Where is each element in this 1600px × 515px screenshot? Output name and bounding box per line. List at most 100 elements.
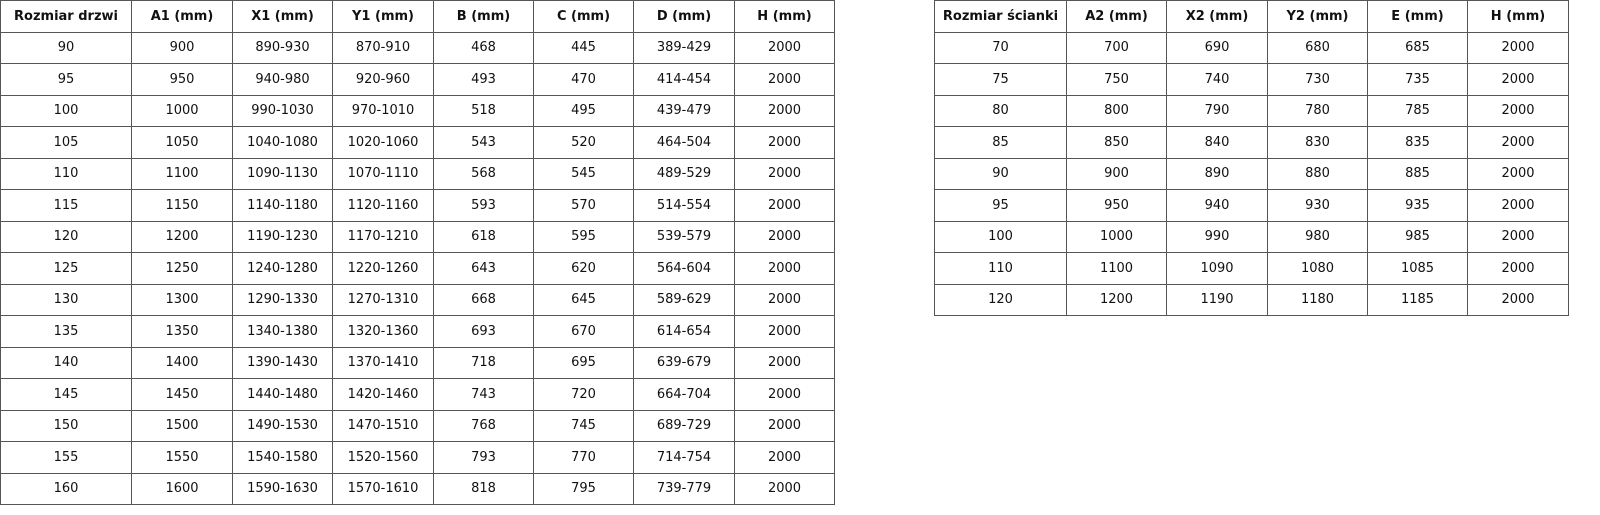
table-cell: 593 — [433, 189, 534, 222]
table-cell: 495 — [533, 94, 634, 127]
table-row: 140 1400 1390-1430 1370-1410 718 695 639-679 20… — [0, 346, 835, 379]
table-cell: 1140-1180 — [232, 189, 333, 222]
table-cell: 568 — [433, 157, 534, 190]
table-cell: 870-910 — [332, 31, 434, 64]
table-cell: 2000 — [734, 315, 835, 348]
header-row: Rozmiar drzwi A1 (mm) X1 (mm) Y1 (mm) B (mm)… — [0, 0, 835, 33]
table-row: 155 1550 1540-1580 1520-1560 793 770 714-754 20… — [0, 441, 835, 474]
table-cell: 2000 — [1467, 220, 1569, 253]
table-cell: 539-579 — [633, 220, 735, 253]
table-cell: 1090 — [1166, 252, 1268, 285]
table-cell: 160 — [0, 472, 132, 505]
table-row: 110 1100 1090-1130 1070-1110 568 545 489-529 20… — [0, 157, 835, 190]
table-cell: 950 — [131, 63, 233, 96]
table-cell: 589-629 — [633, 283, 735, 316]
table-cell: 970-1010 — [332, 94, 434, 127]
table-cell: 990-1030 — [232, 94, 333, 127]
table-cell: 790 — [1166, 94, 1268, 127]
table-cell: 2000 — [734, 63, 835, 96]
table-cell: 2000 — [1467, 94, 1569, 127]
table-cell: 75 — [934, 63, 1067, 96]
table-cell: 445 — [533, 31, 634, 64]
table-row: 105 1050 1040-1080 1020-1060 543 520 464-504 20… — [0, 126, 835, 159]
table-cell: 2000 — [734, 189, 835, 222]
table-cell: 80 — [934, 94, 1067, 127]
table-cell: 850 — [1066, 126, 1167, 159]
table-cell: 1490-1530 — [232, 409, 333, 442]
table-cell: 1400 — [131, 346, 233, 379]
table-cell: 1020-1060 — [332, 126, 434, 159]
table-row: 90 900 890 880 885 2000 — [934, 157, 1569, 190]
table-cell: 1390-1430 — [232, 346, 333, 379]
table-cell: 1370-1410 — [332, 346, 434, 379]
door-sizes-table: Rozmiar drzwi A1 (mm) X1 (mm) Y1 (mm) B (mm)… — [0, 0, 835, 505]
table-cell: 1570-1610 — [332, 472, 434, 505]
table-cell: 90 — [0, 31, 132, 64]
table-cell: 689-729 — [633, 409, 735, 442]
table-row: 120 1200 1190 1180 1185 2000 — [934, 283, 1569, 316]
table-cell: 2000 — [734, 378, 835, 411]
table-cell: 818 — [433, 472, 534, 505]
table-cell: 2000 — [1467, 189, 1569, 222]
table-cell: 135 — [0, 315, 132, 348]
table-cell: 793 — [433, 441, 534, 474]
table-cell: 639-679 — [633, 346, 735, 379]
table-cell: 668 — [433, 283, 534, 316]
table-cell: 1180 — [1267, 283, 1368, 316]
table-cell: 890-930 — [232, 31, 333, 64]
table-row: 130 1300 1290-1330 1270-1310 668 645 589-629 20… — [0, 283, 835, 316]
table-cell: 489-529 — [633, 157, 735, 190]
table-cell: 1190 — [1166, 283, 1268, 316]
table-cell: 468 — [433, 31, 534, 64]
table-cell: 1520-1560 — [332, 441, 434, 474]
table-cell: 1340-1380 — [232, 315, 333, 348]
table-cell: 1040-1080 — [232, 126, 333, 159]
table-cell: 739-779 — [633, 472, 735, 505]
table-cell: 885 — [1367, 157, 1468, 190]
table-cell: 105 — [0, 126, 132, 159]
table-cell: 570 — [533, 189, 634, 222]
table-cell: 990 — [1166, 220, 1268, 253]
table-cell: 1170-1210 — [332, 220, 434, 253]
table-cell: 2000 — [734, 157, 835, 190]
table-cell: 1590-1630 — [232, 472, 333, 505]
table-cell: 800 — [1066, 94, 1167, 127]
table-cell: 2000 — [734, 283, 835, 316]
table-cell: 718 — [433, 346, 534, 379]
table-cell: 518 — [433, 94, 534, 127]
table-cell: 514-554 — [633, 189, 735, 222]
table-cell: 840 — [1166, 126, 1268, 159]
table-cell: 685 — [1367, 31, 1468, 64]
table-row: 80 800 790 780 785 2000 — [934, 94, 1569, 127]
table-cell: 1090-1130 — [232, 157, 333, 190]
table-cell: 120 — [0, 220, 132, 253]
table-row: 90 900 890-930 870-910 468 445 389-429 2000 — [0, 31, 835, 64]
table-row: 160 1600 1590-1630 1570-1610 818 795 739-779 20… — [0, 472, 835, 505]
table-row: 95 950 940-980 920-960 493 470 414-454 2000 — [0, 63, 835, 96]
table-cell: 389-429 — [633, 31, 735, 64]
column-header: X2 (mm) — [1166, 0, 1268, 33]
table-cell: 664-704 — [633, 378, 735, 411]
table-cell: 2000 — [734, 346, 835, 379]
table-cell: 900 — [131, 31, 233, 64]
table-cell: 690 — [1166, 31, 1268, 64]
table-cell: 1100 — [1066, 252, 1167, 285]
table-row: 145 1450 1440-1480 1420-1460 743 720 664-704 20… — [0, 378, 835, 411]
table-row: 150 1500 1490-1530 1470-1510 768 745 689-729 20… — [0, 409, 835, 442]
table-row: 100 1000 990 980 985 2000 — [934, 220, 1569, 253]
table-cell: 414-454 — [633, 63, 735, 96]
column-header: Y2 (mm) — [1267, 0, 1368, 33]
table-cell: 720 — [533, 378, 634, 411]
table-cell: 543 — [433, 126, 534, 159]
table-cell: 1220-1260 — [332, 252, 434, 285]
column-header: Rozmiar drzwi — [0, 0, 132, 33]
table-cell: 1470-1510 — [332, 409, 434, 442]
table-cell: 1350 — [131, 315, 233, 348]
table-cell: 470 — [533, 63, 634, 96]
table-cell: 940-980 — [232, 63, 333, 96]
column-header: E (mm) — [1367, 0, 1468, 33]
table-cell: 145 — [0, 378, 132, 411]
table-cell: 130 — [0, 283, 132, 316]
table-cell: 614-654 — [633, 315, 735, 348]
table-cell: 618 — [433, 220, 534, 253]
